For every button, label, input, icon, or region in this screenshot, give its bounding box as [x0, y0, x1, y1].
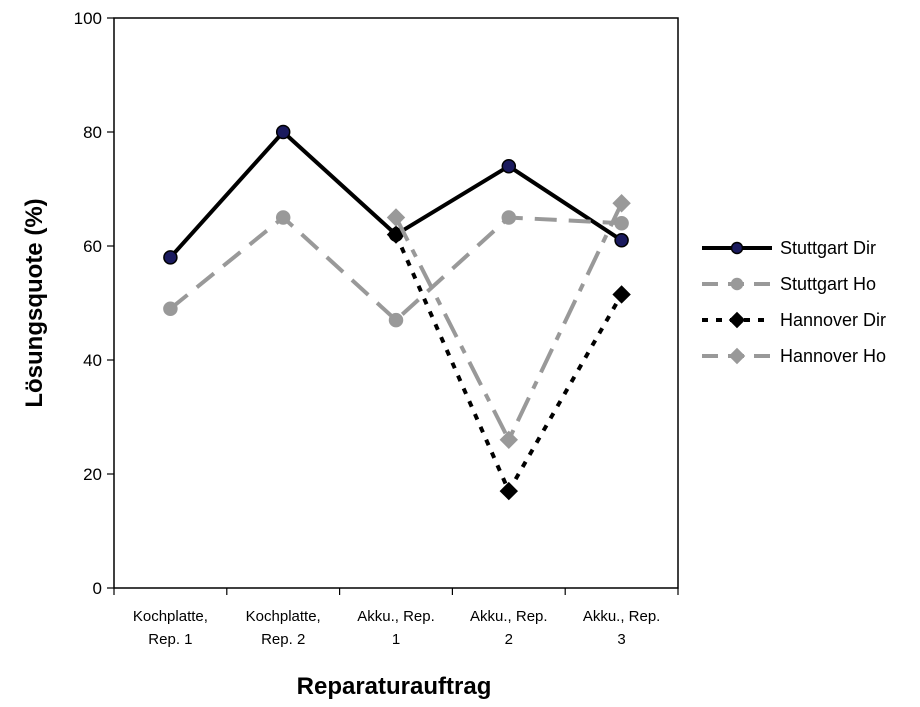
data-point: [275, 124, 291, 140]
data-point: [501, 210, 517, 225]
y-tick-label: 100: [74, 9, 102, 28]
data-point: [612, 194, 631, 213]
series-hannover-ho: [386, 194, 631, 450]
data-point: [614, 215, 629, 231]
data-point: [499, 430, 519, 450]
legend-item: Hannover Ho: [702, 346, 886, 366]
y-tick-label: 20: [83, 465, 102, 484]
legend-item: Stuttgart Ho: [702, 274, 876, 294]
series-hannover-dir: [386, 225, 631, 501]
legend: Stuttgart Dir Stuttgart Ho Hannover Dir Han…: [702, 238, 886, 366]
data-point: [386, 208, 406, 227]
legend-label: Hannover Ho: [780, 346, 886, 366]
series-line: [394, 202, 624, 442]
x-axis-ticks: Kochplatte, Rep. 1 Kochplatte, Rep. 2 Akku.,…: [113, 588, 679, 648]
y-axis-title: Lösungsquote (%): [21, 198, 48, 407]
data-point: [499, 481, 519, 501]
data-point: [728, 311, 746, 329]
y-tick-label: 60: [83, 237, 102, 256]
plot-area-border: [113, 17, 679, 589]
legend-label: Stuttgart Ho: [780, 274, 876, 294]
y-tick-label: 80: [83, 123, 102, 142]
data-point: [612, 285, 631, 304]
y-axis-ticks: 0 20 40 60 80 100: [74, 9, 114, 598]
plot-frame: [113, 17, 679, 589]
legend-label: Hannover Dir: [780, 310, 886, 330]
x-axis-title: Reparaturauftrag: [297, 673, 492, 700]
series-line: [169, 215, 622, 323]
x-tick-label: Akku., Rep. 2: [470, 608, 548, 648]
x-tick-label: Kochplatte, Rep. 1: [133, 608, 208, 648]
data-point: [614, 233, 629, 248]
data-point: [163, 301, 178, 316]
legend-item: Stuttgart Dir: [702, 238, 876, 258]
data-point: [730, 277, 744, 291]
series-stuttgart-ho: [163, 210, 629, 328]
legend-item: Hannover Dir: [702, 310, 886, 330]
data-point: [728, 347, 746, 365]
x-tick-label: Kochplatte, Rep. 2: [246, 608, 321, 648]
data-point: [275, 210, 291, 225]
data-point: [163, 250, 178, 265]
x-tick-label: Akku., Rep. 3: [583, 608, 661, 648]
y-tick-label: 40: [83, 351, 102, 370]
data-point: [730, 241, 744, 255]
data-point: [388, 312, 404, 328]
x-tick-label: Akku., Rep. 1: [357, 608, 435, 648]
data-point: [501, 158, 517, 174]
y-tick-label: 0: [93, 579, 102, 598]
series-layer: [163, 124, 631, 501]
legend-label: Stuttgart Dir: [780, 238, 876, 258]
